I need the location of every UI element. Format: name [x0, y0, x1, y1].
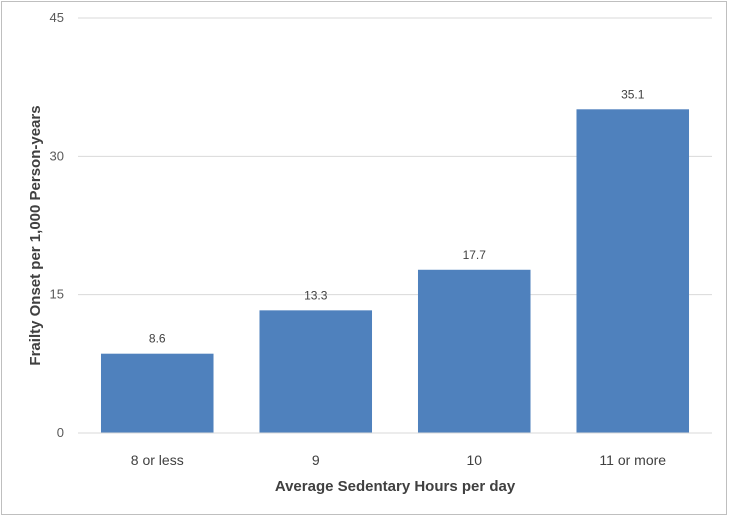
- y-tick-label: 0: [57, 425, 64, 440]
- x-tick-label: 9: [312, 452, 320, 468]
- bar: [576, 109, 690, 434]
- x-axis-categories: 8 or less 9 10 11 or more: [131, 452, 666, 468]
- bar: [100, 353, 214, 433]
- data-label: 13.3: [304, 288, 328, 302]
- x-axis-title: Average Sedentary Hours per day: [275, 478, 516, 495]
- bars: [100, 109, 690, 434]
- y-axis-ticks: 0 15 30 45: [50, 10, 64, 440]
- data-label: 17.7: [463, 248, 487, 262]
- x-tick-label: 11 or more: [599, 452, 666, 468]
- bar: [259, 310, 373, 433]
- y-tick-label: 15: [50, 287, 64, 302]
- x-tick-label: 8 or less: [131, 452, 184, 468]
- data-label: 8.6: [149, 332, 166, 346]
- x-tick-label: 10: [466, 452, 482, 468]
- y-axis-title: Frailty Onset per 1,000 Person-years: [27, 105, 44, 365]
- y-tick-label: 30: [50, 148, 64, 163]
- y-tick-label: 45: [50, 10, 64, 25]
- bar: [417, 269, 531, 433]
- data-labels: 8.6 13.3 17.7 35.1: [149, 87, 645, 345]
- data-label: 35.1: [621, 87, 645, 101]
